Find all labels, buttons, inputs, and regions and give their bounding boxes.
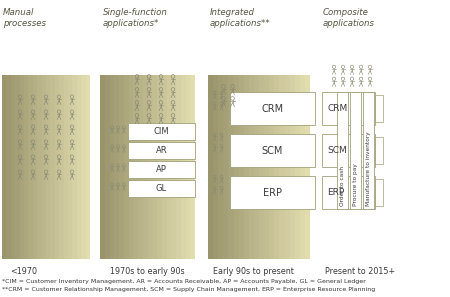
Polygon shape <box>166 75 171 259</box>
Polygon shape <box>33 75 37 259</box>
Text: AR: AR <box>156 146 167 155</box>
Bar <box>128 180 195 197</box>
Polygon shape <box>68 75 72 259</box>
Text: Composite
applications: Composite applications <box>323 8 375 28</box>
Polygon shape <box>37 75 41 259</box>
Bar <box>375 137 383 164</box>
Text: CIM: CIM <box>154 127 169 136</box>
Text: SCM: SCM <box>262 146 283 156</box>
Polygon shape <box>119 75 124 259</box>
Polygon shape <box>290 75 295 259</box>
Text: Present to 2015+: Present to 2015+ <box>325 267 395 276</box>
Polygon shape <box>171 75 176 259</box>
Polygon shape <box>77 75 81 259</box>
Text: Order to cash: Order to cash <box>340 166 345 206</box>
Polygon shape <box>249 75 254 259</box>
Polygon shape <box>218 75 223 259</box>
Polygon shape <box>274 75 279 259</box>
Polygon shape <box>148 75 152 259</box>
Polygon shape <box>55 75 59 259</box>
Polygon shape <box>208 75 213 259</box>
Polygon shape <box>50 75 55 259</box>
Polygon shape <box>264 75 269 259</box>
Polygon shape <box>223 75 229 259</box>
Polygon shape <box>157 75 162 259</box>
Polygon shape <box>254 75 259 259</box>
Polygon shape <box>81 75 86 259</box>
Polygon shape <box>305 75 310 259</box>
Polygon shape <box>100 75 105 259</box>
Polygon shape <box>279 75 284 259</box>
Text: Single-function
applications*: Single-function applications* <box>103 8 168 28</box>
Polygon shape <box>138 75 143 259</box>
Polygon shape <box>11 75 15 259</box>
Text: *CIM = Customer Inventory Management, AR = Accounts Receivable, AP = Accounts Pa: *CIM = Customer Inventory Management, AR… <box>2 279 366 284</box>
Polygon shape <box>238 75 244 259</box>
Polygon shape <box>300 75 305 259</box>
Polygon shape <box>259 75 264 259</box>
Polygon shape <box>190 75 195 259</box>
Polygon shape <box>114 75 119 259</box>
Polygon shape <box>133 75 138 259</box>
Polygon shape <box>105 75 109 259</box>
Bar <box>322 134 375 167</box>
Polygon shape <box>59 75 63 259</box>
Polygon shape <box>244 75 249 259</box>
Text: Integrated
applications**: Integrated applications** <box>210 8 271 28</box>
Polygon shape <box>6 75 11 259</box>
Bar <box>363 92 374 209</box>
Text: CRM: CRM <box>261 103 284 113</box>
Text: <1970: <1970 <box>10 267 37 276</box>
Polygon shape <box>20 75 24 259</box>
Text: SCM: SCM <box>327 146 347 155</box>
Polygon shape <box>124 75 129 259</box>
Polygon shape <box>2 75 6 259</box>
Bar <box>128 142 195 159</box>
Polygon shape <box>129 75 133 259</box>
Text: **CRM = Customer Relationship Management, SCM = Supply Chain Management, ERP = E: **CRM = Customer Relationship Management… <box>2 287 375 292</box>
Text: Manual
processes: Manual processes <box>3 8 46 28</box>
Polygon shape <box>176 75 181 259</box>
Polygon shape <box>63 75 68 259</box>
Polygon shape <box>284 75 290 259</box>
Text: 1970s to early 90s: 1970s to early 90s <box>110 267 184 276</box>
Polygon shape <box>72 75 77 259</box>
Bar <box>375 179 383 206</box>
Polygon shape <box>234 75 239 259</box>
Polygon shape <box>24 75 28 259</box>
Bar <box>322 176 375 209</box>
Polygon shape <box>295 75 300 259</box>
Polygon shape <box>46 75 50 259</box>
Polygon shape <box>181 75 185 259</box>
Polygon shape <box>269 75 274 259</box>
Bar <box>230 92 315 125</box>
Text: ERP: ERP <box>263 187 282 198</box>
Polygon shape <box>41 75 46 259</box>
Bar <box>128 123 195 140</box>
Polygon shape <box>109 75 114 259</box>
Polygon shape <box>143 75 148 259</box>
Polygon shape <box>86 75 90 259</box>
Bar <box>375 95 383 122</box>
Text: AP: AP <box>156 165 167 174</box>
Polygon shape <box>152 75 157 259</box>
Text: ERP: ERP <box>327 188 344 197</box>
Text: Procure to pay: Procure to pay <box>353 163 358 206</box>
Bar <box>322 92 375 125</box>
Polygon shape <box>28 75 33 259</box>
Polygon shape <box>213 75 218 259</box>
Bar <box>230 176 315 209</box>
Text: Manufacture to inventory: Manufacture to inventory <box>366 131 371 206</box>
Polygon shape <box>185 75 190 259</box>
Text: GL: GL <box>156 184 167 193</box>
Text: Early 90s to present: Early 90s to present <box>213 267 294 276</box>
Polygon shape <box>15 75 20 259</box>
Bar <box>350 92 361 209</box>
Bar <box>128 161 195 178</box>
Bar <box>337 92 348 209</box>
Bar <box>230 134 315 167</box>
Polygon shape <box>229 75 234 259</box>
Polygon shape <box>162 75 166 259</box>
Text: CRM: CRM <box>327 104 347 113</box>
